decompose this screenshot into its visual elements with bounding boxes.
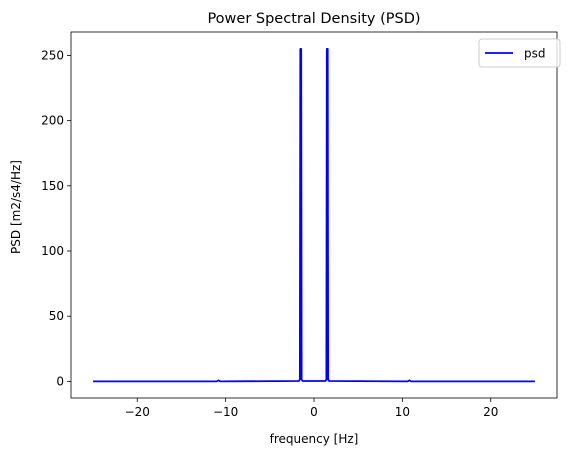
y-tick-label: 250 xyxy=(41,48,64,62)
x-tick-label: 0 xyxy=(310,405,318,419)
x-tick-label: 10 xyxy=(395,405,410,419)
chart-title: Power Spectral Density (PSD) xyxy=(207,11,420,27)
y-axis-label: PSD [m2/s4/Hz] xyxy=(9,160,23,254)
x-tick-label: −10 xyxy=(213,405,238,419)
x-axis-label: frequency [Hz] xyxy=(270,432,359,446)
legend-box xyxy=(478,38,561,68)
x-tick-label: −20 xyxy=(125,405,150,419)
y-tick-label: 200 xyxy=(41,114,64,128)
plot-area xyxy=(70,31,558,399)
plot-frame xyxy=(70,31,558,399)
legend: psd xyxy=(478,38,561,68)
x-axis-ticks: −20 −10 0 10 20 xyxy=(125,398,498,419)
y-tick-label: 150 xyxy=(41,179,64,193)
y-tick-label: 0 xyxy=(56,374,64,388)
y-tick-label: 50 xyxy=(49,309,64,323)
y-axis-ticks: 0 50 100 150 200 250 xyxy=(41,48,71,388)
y-tick-label: 100 xyxy=(41,244,64,258)
series-line-psd xyxy=(93,48,535,383)
legend-label: psd xyxy=(524,47,546,61)
x-tick-label: 20 xyxy=(483,405,498,419)
